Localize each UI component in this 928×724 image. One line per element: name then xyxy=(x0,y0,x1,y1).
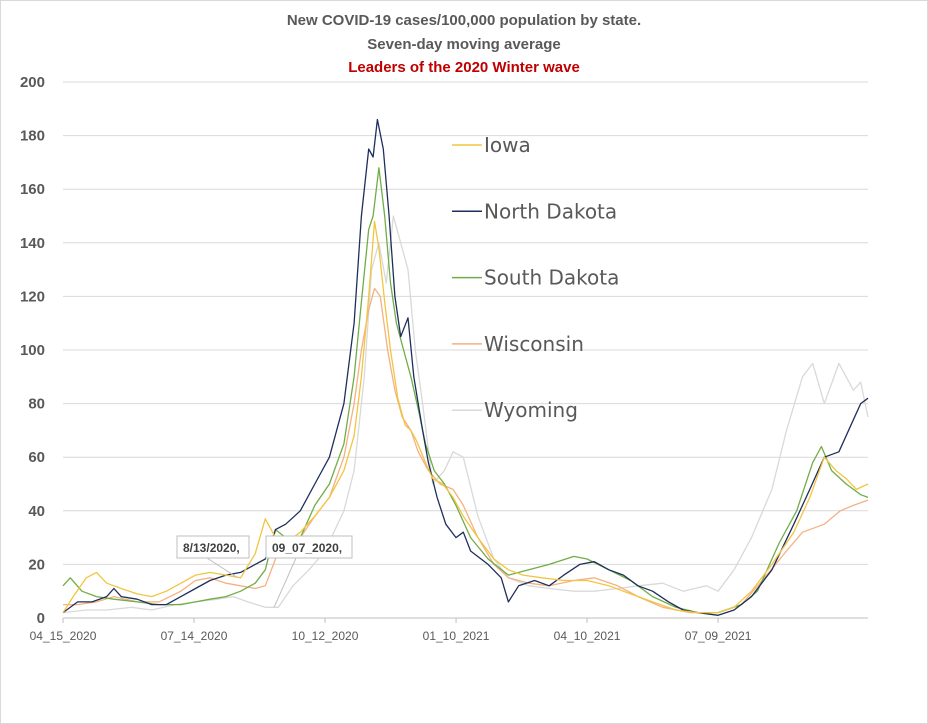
y-tick-label: 160 xyxy=(20,181,45,198)
x-tick-label: 04_15_2020 xyxy=(30,629,97,643)
y-tick-label: 80 xyxy=(28,396,45,413)
legend-label: North Dakota xyxy=(484,199,617,223)
y-tick-label: 60 xyxy=(28,449,45,466)
legend-label: Iowa xyxy=(484,133,531,157)
callout-label: 8/13/2020, xyxy=(183,541,240,555)
chart-subtitle-highlight: Leaders of the 2020 Winter wave xyxy=(348,59,580,76)
callout-box xyxy=(176,535,250,559)
y-tick-label: 40 xyxy=(28,503,45,520)
legend-label: Wyoming xyxy=(484,398,578,422)
x-tick-label: 04_10_2021 xyxy=(554,629,621,643)
y-tick-label: 20 xyxy=(28,556,45,573)
chart-subtitle: Seven-day moving average xyxy=(367,36,561,53)
legend-label: Wisconsin xyxy=(484,332,584,356)
callout-leader xyxy=(273,557,297,608)
annotations: 8/13/2020, 09_07_2020, xyxy=(176,535,353,608)
x-tick-label: 10_12_2020 xyxy=(292,629,359,643)
y-axis: 0 20 40 60 80 100 120 140 160 180 200 xyxy=(20,74,45,627)
series-line-iowa xyxy=(62,220,869,614)
x-tick-label: 01_10_2021 xyxy=(423,629,490,643)
x-tick-label: 07_14_2020 xyxy=(161,629,228,643)
callout-leader xyxy=(206,557,238,579)
y-tick-label: 120 xyxy=(20,288,45,305)
series-lines xyxy=(62,118,869,616)
y-tick-label: 100 xyxy=(20,342,45,359)
callout-label: 09_07_2020, xyxy=(272,541,342,555)
y-tick-label: 180 xyxy=(20,128,45,145)
y-tick-label: 140 xyxy=(20,235,45,252)
chart-title: New COVID-19 cases/100,000 population by… xyxy=(286,12,642,29)
x-tick-label: 07_09_2021 xyxy=(685,629,752,643)
legend-label: South Dakota xyxy=(484,266,619,290)
x-axis: 04_15_2020 07_14_2020 10_12_2020 01_10_2021… xyxy=(30,617,868,643)
legend: Iowa North Dakota South Dakota Wisconsin Wyo… xyxy=(452,133,619,422)
callout-box xyxy=(265,535,353,559)
gridlines xyxy=(63,81,868,565)
y-tick-label: 200 xyxy=(20,74,45,91)
y-tick-label: 0 xyxy=(37,610,45,627)
